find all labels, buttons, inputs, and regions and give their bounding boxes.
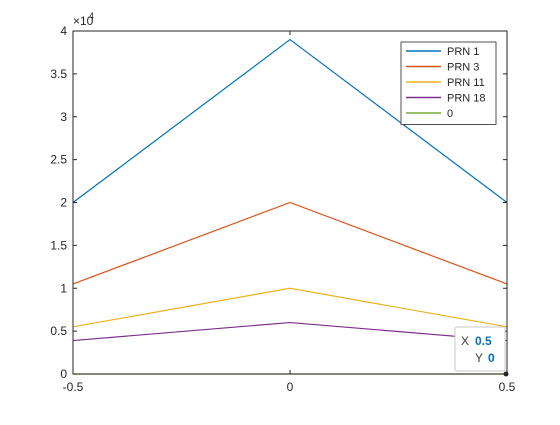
series-line-2[interactable] <box>72 201 508 285</box>
legend-label: PRN 1 <box>447 46 479 58</box>
y-tick-label: 1 <box>60 281 67 295</box>
datatip-marker[interactable] <box>503 371 509 377</box>
datatip-x-value: 0.5 <box>475 334 492 348</box>
y-tick-label: 0 <box>60 367 67 381</box>
y-tick-label: 2 <box>60 196 67 210</box>
y-tick-label: 4 <box>60 24 67 38</box>
legend[interactable]: PRN 1 PRN 3 PRN 11 PRN 18 0 <box>400 41 497 125</box>
y-tick-label: 1.5 <box>50 238 67 252</box>
x-tick-label: 0 <box>287 380 294 394</box>
x-axis: -0.5 0 0.5 <box>63 31 516 394</box>
datatip-y-value: 0 <box>488 351 495 365</box>
y-tick-label: 2.5 <box>50 153 67 167</box>
y-tick-label: 0.5 <box>50 324 67 338</box>
x-tick-label: 0.5 <box>499 380 516 394</box>
datatip-y-label: Y <box>475 351 483 365</box>
legend-box <box>400 41 497 125</box>
y-exponent-label: ×10 4 <box>73 11 94 28</box>
datatip-x-label: X <box>461 334 469 348</box>
series-line-1[interactable] <box>72 38 508 203</box>
y-axis: 0 0.5 1 1.5 2 2.5 3 3.5 4 <box>50 24 507 381</box>
y-exponent-base: ×10 <box>73 14 94 28</box>
legend-label: PRN 3 <box>447 62 479 74</box>
y-exponent-power: 4 <box>89 11 94 21</box>
series-line-4[interactable] <box>72 321 508 342</box>
legend-label: PRN 11 <box>447 77 485 89</box>
y-tick-label: 3 <box>60 110 67 124</box>
datatip-box <box>454 326 506 372</box>
legend-label: PRN 18 <box>447 93 486 105</box>
x-tick-label: -0.5 <box>63 380 84 394</box>
y-tick-label: 3.5 <box>50 67 67 81</box>
series-line-3[interactable] <box>72 287 508 328</box>
legend-label: 0 <box>447 108 453 120</box>
datatip[interactable]: X 0.5 Y 0 <box>454 326 509 377</box>
